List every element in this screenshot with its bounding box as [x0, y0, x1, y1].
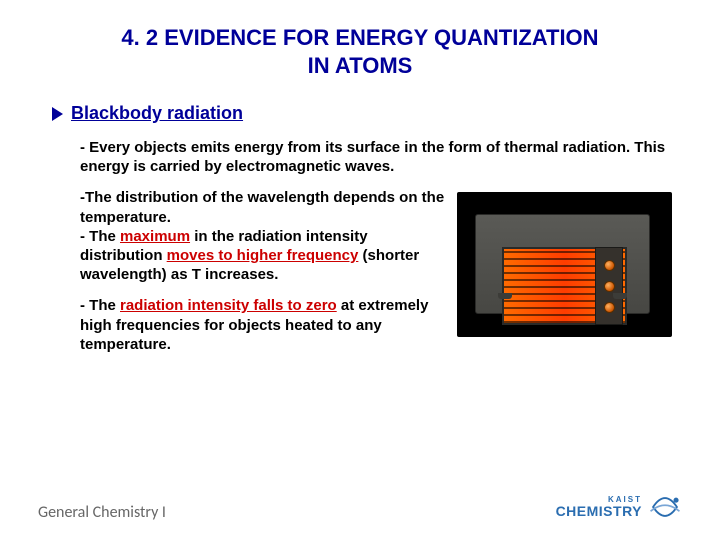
heater-leg	[498, 293, 512, 299]
p3-red: radiation intensity falls to zero	[120, 297, 337, 314]
heater-leg	[613, 293, 627, 299]
p2b-red: maximum	[120, 228, 190, 245]
heater-control-panel	[595, 247, 623, 325]
slide: 4. 2 EVIDENCE FOR ENERGY QUANTIZATION IN…	[0, 0, 720, 540]
title-line-1: 4. 2 EVIDENCE FOR ENERGY QUANTIZATION	[121, 25, 598, 50]
heater-knob	[604, 302, 615, 313]
atom-swirl-icon	[648, 492, 682, 522]
p2b-pre: - The	[80, 228, 120, 245]
mid-row: -The distribution of the wavelength depe…	[80, 188, 672, 366]
section-heading: Blackbody radiation	[71, 103, 243, 124]
p3-pre: - The	[80, 297, 120, 314]
heater-photo	[457, 192, 672, 337]
triangle-bullet-icon	[52, 107, 63, 121]
paragraph-1: - Every objects emits energy from its su…	[80, 138, 672, 176]
paragraph-3: - The radiation intensity falls to zero …	[80, 296, 445, 354]
kaist-chemistry-logo: KAIST CHEMISTRY	[556, 492, 682, 522]
title-line-2: IN ATOMS	[308, 53, 413, 78]
p2a: -The distribution of the wavelength depe…	[80, 189, 444, 225]
p2c-red: moves to higher frequency	[167, 247, 359, 264]
p1-text: - Every objects emits energy from its su…	[80, 139, 665, 175]
section-heading-row: Blackbody radiation	[52, 103, 682, 124]
logo-chemistry: CHEMISTRY	[556, 504, 642, 518]
content-area: - Every objects emits energy from its su…	[80, 138, 672, 366]
mid-text-column: -The distribution of the wavelength depe…	[80, 188, 445, 366]
logo-text: KAIST CHEMISTRY	[556, 496, 642, 518]
heater-knob	[604, 281, 615, 292]
heater-knob	[604, 260, 615, 271]
paragraph-2: -The distribution of the wavelength depe…	[80, 188, 445, 284]
slide-title: 4. 2 EVIDENCE FOR ENERGY QUANTIZATION IN…	[38, 24, 682, 79]
footer-text: General Chemistry I	[38, 503, 166, 522]
footer: General Chemistry I KAIST CHEMISTRY	[38, 492, 682, 522]
heater-body	[475, 214, 650, 314]
heater-image	[457, 192, 672, 337]
